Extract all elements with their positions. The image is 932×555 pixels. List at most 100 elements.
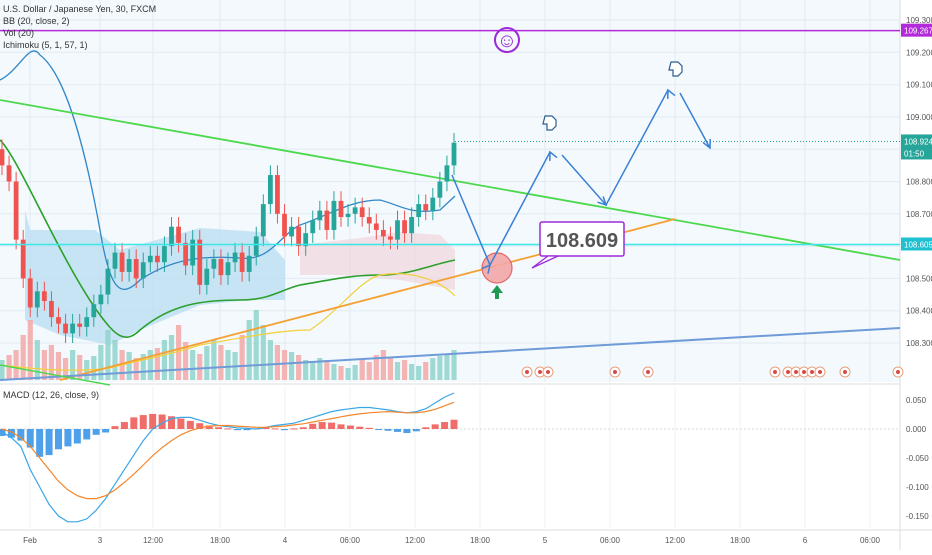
- candle-body: [169, 226, 174, 247]
- macd-hist-bar: [83, 429, 91, 440]
- green-lower-line: [0, 364, 111, 386]
- macd-pane: [0, 392, 900, 523]
- candle-body: [239, 252, 245, 272]
- green-trendline: [0, 99, 901, 261]
- macd-tick-label: -0.100: [906, 483, 929, 492]
- volume-bar: [98, 345, 104, 380]
- candle-body: [56, 317, 61, 324]
- bb-upper: [0, 50, 456, 290]
- candle-body: [282, 213, 287, 237]
- macd-line: [1, 392, 455, 523]
- legend-bb: BB (20, close, 2): [3, 16, 70, 26]
- candle-body: [388, 236, 393, 240]
- event-dot: [538, 370, 542, 374]
- candle-body: [345, 213, 351, 218]
- volume-bar: [380, 350, 386, 380]
- candle-body: [147, 255, 153, 263]
- time-tick-label: 6: [803, 536, 808, 545]
- legend-macd: MACD (12, 26, close, 9): [3, 390, 100, 400]
- volume-bar: [147, 350, 153, 380]
- candle-body: [366, 217, 372, 224]
- macd-hist-bar: [328, 422, 336, 429]
- volume-bar: [416, 366, 422, 380]
- macd-hist-bar: [394, 429, 401, 432]
- volume-bar: [246, 320, 252, 380]
- macd-hist-bar: [422, 427, 430, 429]
- volume-bar: [41, 350, 47, 380]
- macd-hist-bar: [384, 429, 392, 431]
- time-tick-label: 12:00: [405, 536, 426, 545]
- event-dot: [802, 370, 806, 374]
- price-axis: 109.300109.200109.100109.000108.900108.8…: [901, 16, 932, 348]
- macd-hist-bar: [243, 429, 251, 431]
- event-dot: [794, 370, 798, 374]
- candle-body: [444, 165, 450, 182]
- ichimoku-lagging: [0, 273, 456, 371]
- pointing-hand-icon: [542, 115, 557, 131]
- volume-bar: [366, 362, 372, 380]
- macd-hist-bar: [412, 429, 420, 432]
- time-tick-label: 18:00: [210, 536, 231, 545]
- volume-bar: [218, 345, 224, 380]
- macd-hist-bar: [139, 415, 147, 429]
- event-dot: [818, 370, 822, 374]
- candle-body: [63, 323, 68, 334]
- volume-bar: [253, 310, 259, 380]
- candle-body: [338, 200, 344, 218]
- macd-hist-bar: [403, 429, 411, 434]
- volume-bar: [204, 346, 210, 380]
- candle-body: [41, 291, 47, 302]
- macd-tick-label: 0.000: [906, 425, 927, 434]
- legend-ichimoku: Ichimoku (5, 1, 57, 1): [3, 40, 88, 50]
- up-arrow-icon: [491, 285, 503, 299]
- candle-body: [162, 246, 167, 263]
- candle-body: [49, 301, 54, 318]
- legend-symbol: U.S. Dollar / Japanese Yen, 30, FXCM: [3, 4, 157, 14]
- volume-bar: [430, 358, 436, 380]
- macd-hist-bar: [92, 429, 100, 435]
- macd-hist-bar: [158, 414, 166, 429]
- macd-signal-line: [1, 401, 455, 500]
- macd-hist-bar: [177, 418, 185, 429]
- candle-body: [98, 294, 104, 305]
- candle-body: [154, 255, 160, 263]
- candle-body: [140, 262, 146, 279]
- current-price-badge: 108.924: [904, 137, 932, 146]
- candle-body: [204, 268, 210, 285]
- macd-hist-bar: [7, 429, 15, 438]
- candle-body: [253, 236, 259, 256]
- candles: [0, 133, 457, 343]
- volume-bar: [27, 320, 33, 380]
- candle-body: [395, 220, 400, 240]
- volume-bar: [211, 340, 217, 380]
- volume-bar: [161, 340, 168, 380]
- callout-box: [539, 221, 625, 257]
- volume-bar: [175, 325, 182, 380]
- candle-body: [373, 223, 379, 230]
- time-axis: Feb 3 12:00 18:00 4 06:00 12:00 18:00 5 06:00 12:0…: [23, 536, 880, 545]
- candle-body: [296, 226, 302, 247]
- candle-body: [6, 165, 12, 182]
- arrow-head-stroke: [549, 150, 558, 161]
- volume-bar: [62, 358, 69, 380]
- volume-bar: [310, 362, 316, 380]
- smiley-icon: ☺: [497, 30, 517, 52]
- macd-tick-label: 0.050: [906, 396, 927, 405]
- volume-bar: [444, 354, 450, 380]
- time-tick-label: 4: [283, 536, 288, 545]
- candle-body: [183, 242, 189, 266]
- macd-hist-bar: [281, 429, 288, 431]
- pointing-hand-icon: [668, 61, 683, 77]
- macd-hist-bar: [17, 429, 25, 441]
- candle-body: [232, 252, 238, 263]
- macd-hist-bar: [26, 429, 34, 448]
- price-levels: [0, 29, 900, 246]
- price-tick-label: 108.300: [906, 339, 932, 348]
- macd-hist-bar: [375, 429, 383, 430]
- cyan-price-badge: 108.605: [904, 240, 932, 249]
- volume-bar: [140, 354, 146, 380]
- volume-bar: [373, 355, 379, 380]
- macd-hist-bar: [168, 416, 175, 429]
- time-tick-label: 06:00: [600, 536, 621, 545]
